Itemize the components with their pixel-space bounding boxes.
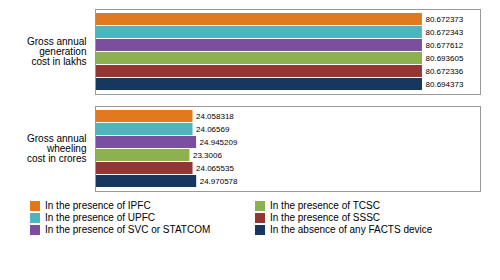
svg-text:Gross annualgenerationcost in: Gross annualgenerationcost in lakhs: [27, 36, 86, 67]
svg-text:23.3006: 23.3006: [193, 151, 222, 160]
html-text:In the presence of TCSC: In the presence of TCSC: [270, 200, 380, 211]
svg-text:Gross annualwheelingcost in cr: Gross annualwheelingcost in crores: [27, 133, 86, 164]
svg-text:80.693605: 80.693605: [426, 54, 464, 63]
html-text:In the presence of IPFC: In the presence of IPFC: [45, 200, 151, 211]
svg-text:24.06569: 24.06569: [196, 125, 230, 134]
svg-text:24.970578: 24.970578: [200, 177, 238, 186]
svg-text:80.677612: 80.677612: [425, 41, 463, 50]
html-text:In the presence of SSSC: In the presence of SSSC: [270, 212, 381, 223]
html-text:In the presence of UPFC: In the presence of UPFC: [45, 212, 156, 223]
svg-text:80.672343: 80.672343: [425, 28, 463, 37]
html-text:In the absence of any FACTS de: In the absence of any FACTS device: [270, 224, 433, 235]
svg-text:80.672373: 80.672373: [425, 15, 463, 24]
svg-text:24.945209: 24.945209: [200, 138, 238, 147]
svg-text:80.694373: 80.694373: [426, 80, 464, 89]
svg-text:80.672336: 80.672336: [425, 67, 463, 76]
svg-text:24.058318: 24.058318: [196, 112, 234, 121]
svg-text:24.065535: 24.065535: [196, 164, 234, 173]
html-text:In the presence of SVC or STAT: In the presence of SVC or STATCOM: [45, 224, 211, 235]
